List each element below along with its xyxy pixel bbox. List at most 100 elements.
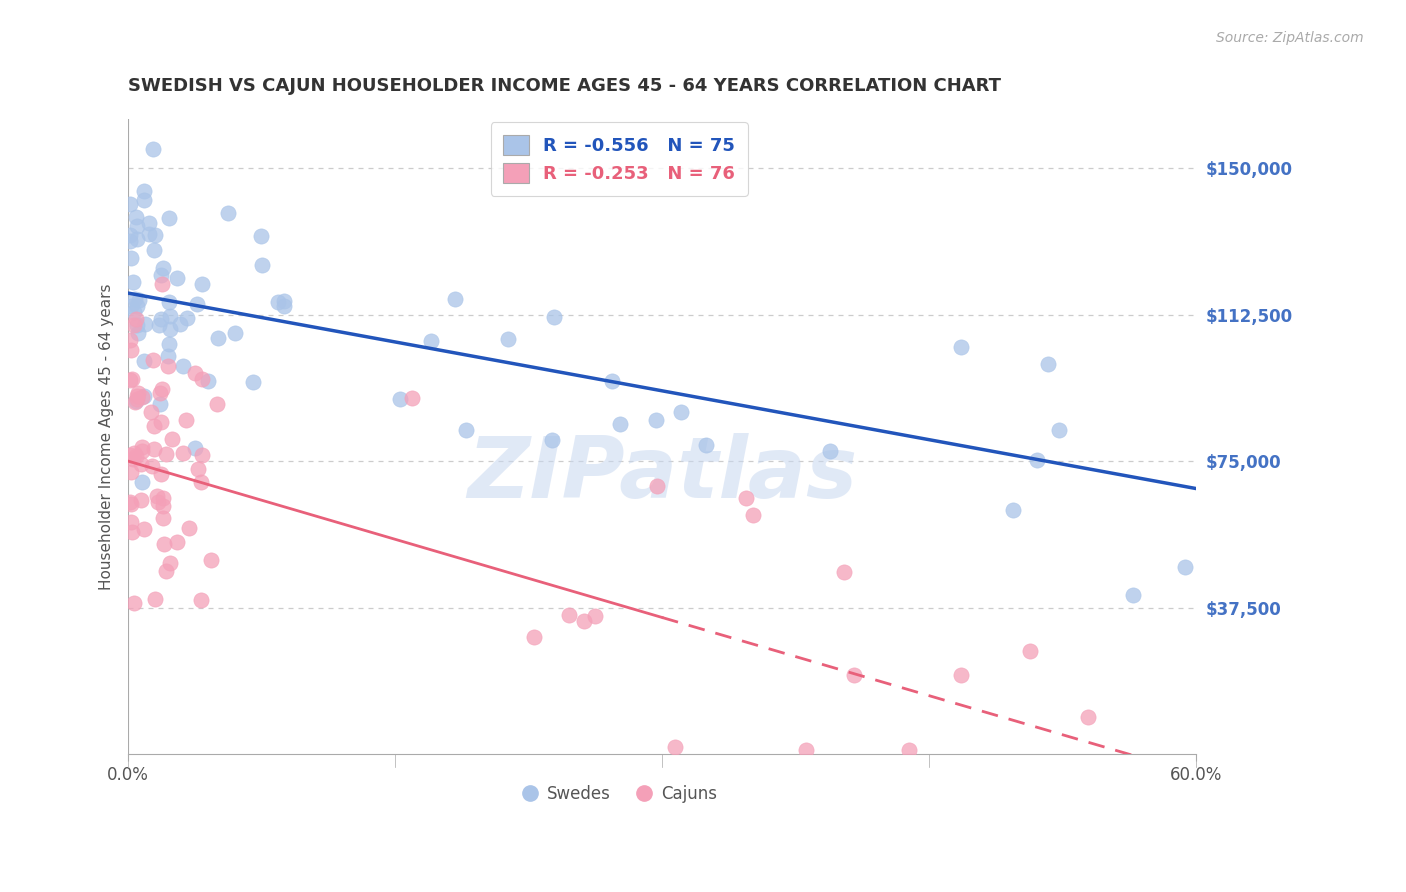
Point	[190, 592, 212, 607]
Point	[143, 244, 166, 258]
Point	[1047, 423, 1070, 437]
Point	[157, 359, 180, 374]
Point	[541, 434, 564, 448]
Point	[669, 405, 692, 419]
Point	[191, 372, 214, 386]
Point	[572, 614, 595, 628]
Point	[118, 333, 141, 347]
Point	[138, 217, 160, 231]
Point	[118, 494, 141, 508]
Point	[143, 442, 166, 456]
Point	[128, 293, 150, 308]
Point	[183, 441, 205, 455]
Point	[132, 353, 155, 368]
Point	[150, 415, 173, 429]
Point	[159, 557, 181, 571]
Point	[172, 446, 194, 460]
Point	[120, 516, 142, 530]
Point	[122, 451, 145, 466]
Point	[152, 491, 174, 505]
Point	[121, 524, 143, 539]
Point	[157, 294, 180, 309]
Point	[121, 372, 143, 386]
Point	[454, 423, 477, 437]
Point	[142, 418, 165, 433]
Point	[583, 609, 606, 624]
Point	[695, 438, 717, 452]
Point	[149, 386, 172, 401]
Point	[166, 270, 188, 285]
Point	[1026, 453, 1049, 467]
Point	[118, 227, 141, 242]
Point	[120, 343, 142, 357]
Point	[120, 299, 142, 313]
Point	[190, 448, 212, 462]
Point	[152, 260, 174, 275]
Point	[127, 300, 149, 314]
Point	[157, 349, 180, 363]
Point	[125, 318, 148, 332]
Point	[150, 382, 173, 396]
Point	[146, 489, 169, 503]
Point	[1174, 560, 1197, 574]
Text: ZIPatlas: ZIPatlas	[467, 434, 858, 516]
Point	[127, 386, 149, 401]
Point	[159, 322, 181, 336]
Point	[129, 493, 152, 508]
Point	[250, 258, 273, 272]
Point	[125, 392, 148, 406]
Point	[125, 210, 148, 224]
Point	[543, 310, 565, 324]
Point	[205, 397, 228, 411]
Point	[172, 359, 194, 374]
Text: SWEDISH VS CAJUN HOUSEHOLDER INCOME AGES 45 - 64 YEARS CORRELATION CHART: SWEDISH VS CAJUN HOUSEHOLDER INCOME AGES…	[128, 78, 1001, 95]
Point	[273, 293, 295, 308]
Point	[148, 318, 170, 332]
Point	[134, 193, 156, 207]
Point	[118, 373, 141, 387]
Point	[152, 499, 174, 513]
Point	[138, 227, 160, 241]
Point	[496, 332, 519, 346]
Point	[127, 232, 149, 246]
Point	[125, 393, 148, 408]
Point	[122, 446, 145, 460]
Point	[143, 592, 166, 607]
Point	[131, 475, 153, 490]
Point	[177, 521, 200, 535]
Point	[122, 596, 145, 610]
Point	[124, 395, 146, 409]
Point	[1036, 357, 1059, 371]
Point	[645, 479, 668, 493]
Point	[134, 184, 156, 198]
Point	[132, 522, 155, 536]
Point	[127, 388, 149, 402]
Point	[217, 205, 239, 219]
Point	[734, 491, 756, 505]
Point	[150, 467, 173, 481]
Point	[267, 295, 290, 310]
Point	[249, 228, 271, 243]
Point	[120, 234, 142, 248]
Point	[150, 268, 173, 283]
Point	[160, 433, 183, 447]
Point	[174, 413, 197, 427]
Point	[125, 450, 148, 464]
Point	[190, 475, 212, 489]
Point	[166, 535, 188, 549]
Point	[844, 668, 866, 682]
Point	[197, 374, 219, 388]
Point	[127, 219, 149, 234]
Point	[155, 447, 177, 461]
Point	[125, 312, 148, 326]
Point	[949, 668, 972, 682]
Point	[523, 630, 546, 644]
Point	[146, 495, 169, 509]
Point	[150, 277, 173, 292]
Point	[152, 511, 174, 525]
Point	[149, 312, 172, 326]
Point	[142, 352, 165, 367]
Point	[1019, 644, 1042, 658]
Point	[124, 292, 146, 306]
Point	[388, 392, 411, 406]
